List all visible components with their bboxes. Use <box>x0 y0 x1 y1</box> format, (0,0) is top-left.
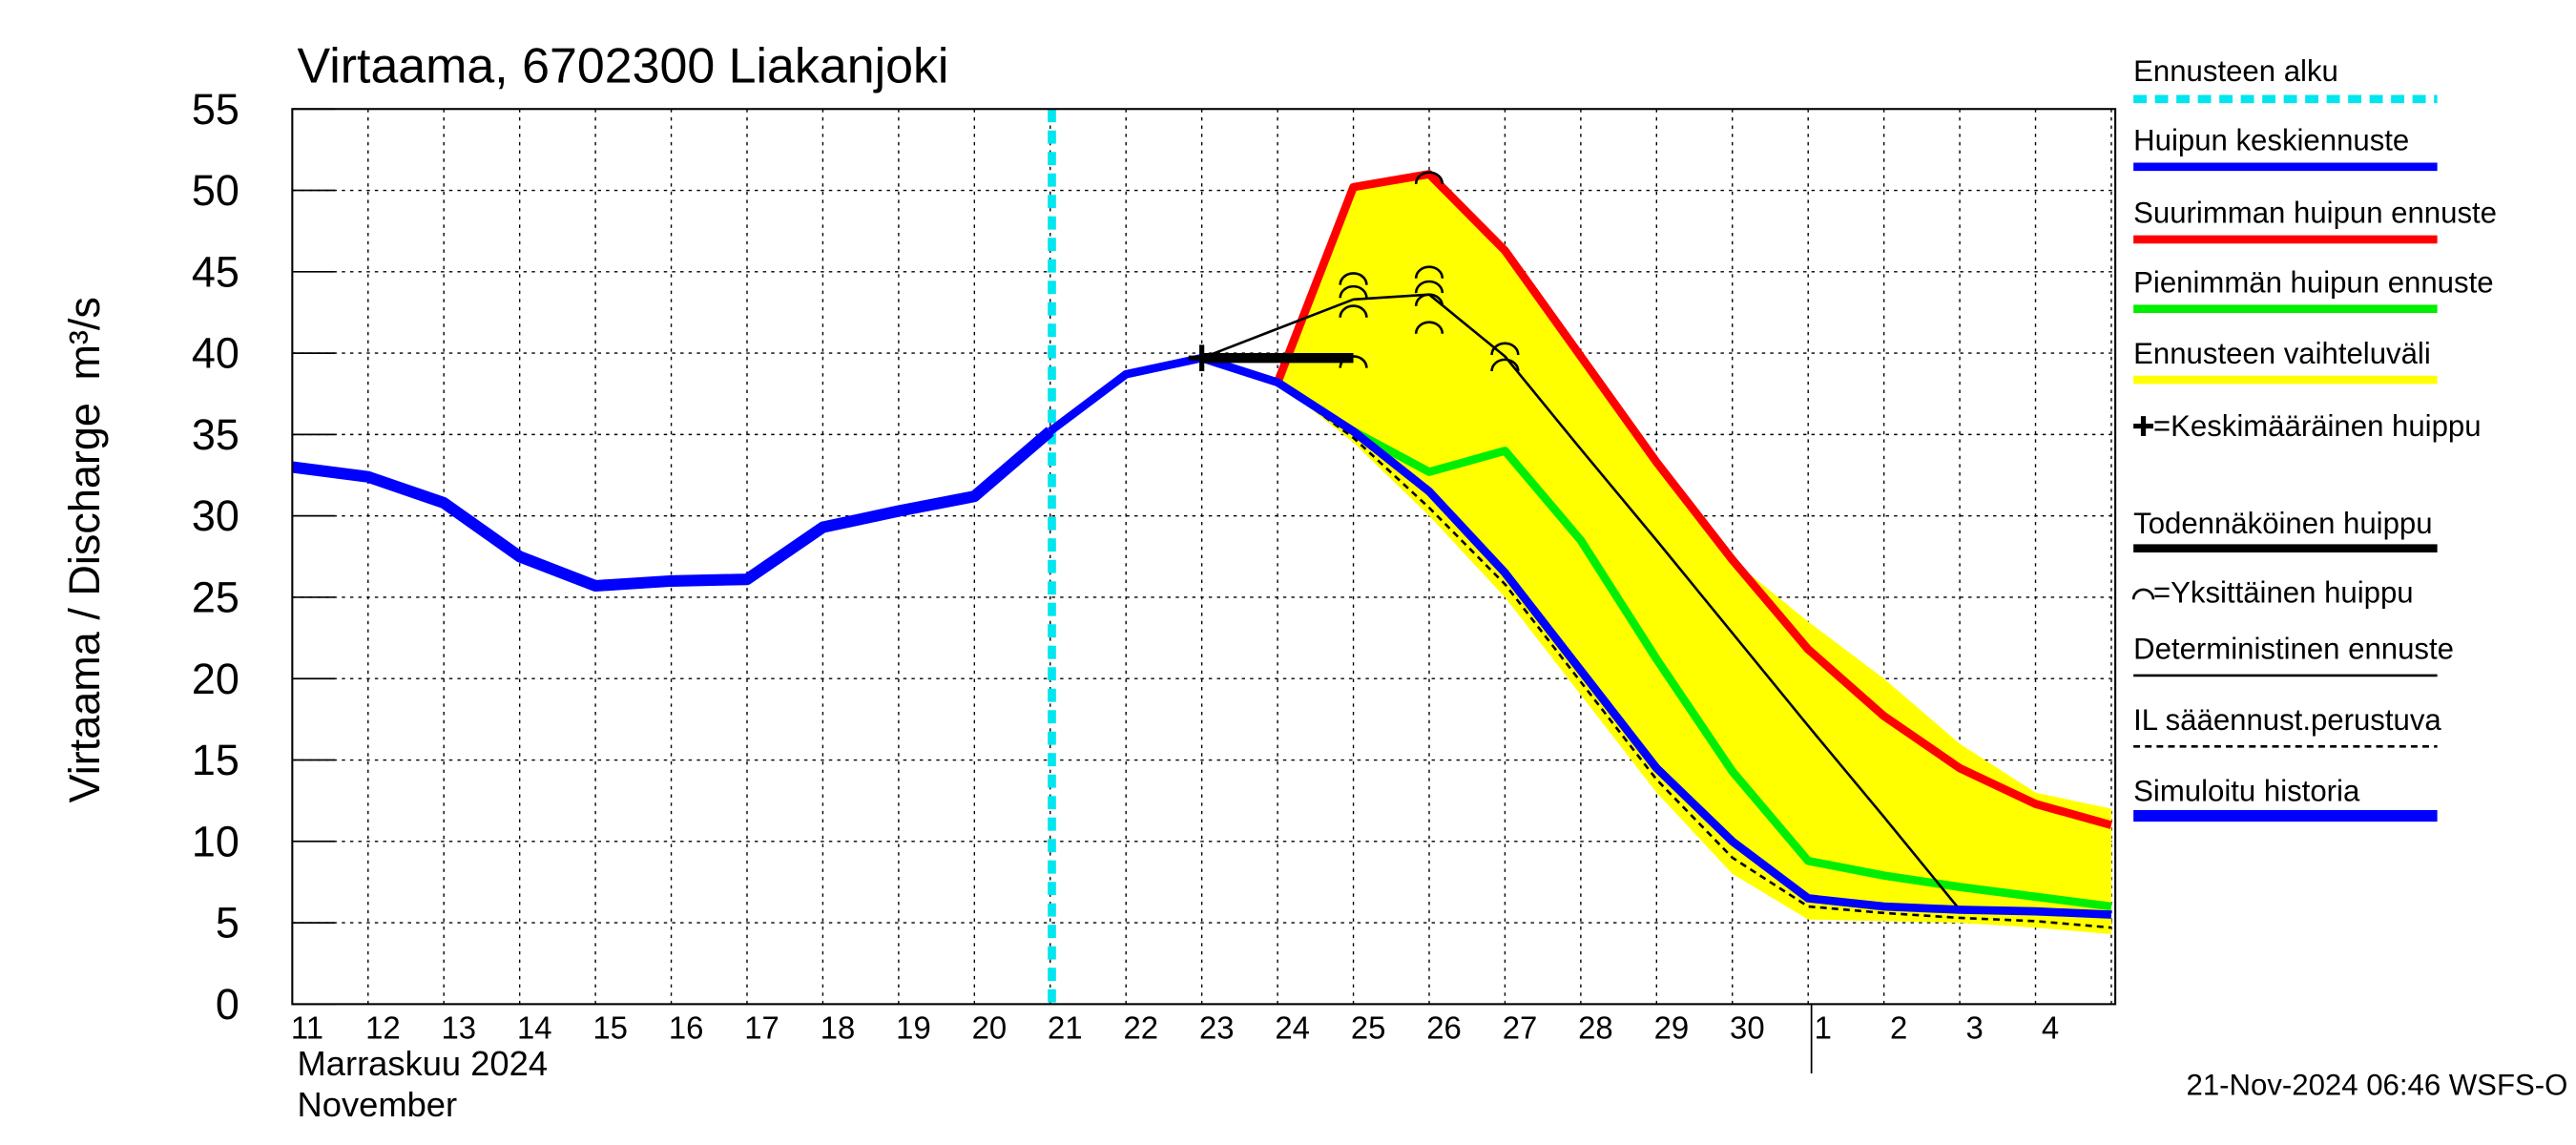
legend-label: Suurimman huipun ennuste <box>2133 197 2497 230</box>
y-tick-label: 45 <box>192 247 239 296</box>
x-tick-label: 12 <box>365 1010 401 1046</box>
individual-peak <box>1339 355 1368 368</box>
individual-peak <box>1339 284 1368 299</box>
legend-label: Todennäköinen huippu <box>2133 507 2432 540</box>
y-tick-label: 40 <box>192 329 239 378</box>
timestamp: 21-Nov-2024 06:46 WSFS-O <box>2187 1069 2568 1102</box>
x-tick-label: 26 <box>1426 1010 1462 1046</box>
x-tick-label: 21 <box>1048 1010 1083 1046</box>
legend-label: Huipun keskiennuste <box>2133 124 2409 157</box>
x-tick-label: 3 <box>1966 1010 1984 1046</box>
x-tick-label: 1 <box>1815 1010 1832 1046</box>
y-tick-label: 10 <box>192 817 239 865</box>
y-axis-unit: m³/s <box>60 297 109 380</box>
x-tick-label: 30 <box>1730 1010 1765 1046</box>
individual-peak <box>1414 265 1444 279</box>
mean-peak <box>1188 344 1215 372</box>
y-tick-label: 35 <box>192 410 239 459</box>
plot-area <box>291 108 2116 1006</box>
series-line <box>1274 170 2113 829</box>
x-tick-label: 15 <box>592 1010 628 1046</box>
legend-label: Ennusteen alku <box>2133 54 2338 88</box>
x-tick-label: 29 <box>1654 1010 1690 1046</box>
series-line <box>1048 353 2112 919</box>
x-tick-label: 23 <box>1199 1010 1235 1046</box>
individual-peak <box>1414 280 1444 294</box>
x-tick-label: 20 <box>972 1010 1008 1046</box>
legend-label: Ennusteen vaihteluväli <box>2133 337 2431 370</box>
x-tick-label: 11 <box>291 1010 323 1046</box>
individual-peak <box>1414 293 1444 306</box>
x-tick-label: 27 <box>1503 1010 1538 1046</box>
individual-peak <box>1414 171 1444 184</box>
x-tick-label: 22 <box>1123 1010 1158 1046</box>
individual-peak <box>1490 358 1520 372</box>
y-tick-label: 55 <box>192 85 239 134</box>
legend-symbol <box>2131 588 2155 600</box>
x-tick-label: 13 <box>442 1010 477 1046</box>
x-tick-label: 28 <box>1578 1010 1613 1046</box>
y-axis-label: Virtaama / Discharge <box>60 403 109 802</box>
series-line <box>1275 379 2112 911</box>
y-tick-label: 25 <box>192 573 239 622</box>
x-tick-label: 17 <box>744 1010 779 1046</box>
individual-peak <box>1339 272 1368 285</box>
legend-label: Deterministinen ennuste <box>2133 633 2454 666</box>
x-tick-label: 19 <box>896 1010 931 1046</box>
legend-symbol <box>2133 416 2153 436</box>
x-tick-label: 25 <box>1351 1010 1386 1046</box>
x-tick-label: 2 <box>1890 1010 1907 1046</box>
x-tick-label: 4 <box>2042 1010 2059 1046</box>
plot-frame <box>291 108 2117 1006</box>
legend: Ennusteen alku Huipun keskiennuste Suurimm… <box>2131 54 2497 822</box>
y-tick-label: 50 <box>192 166 239 215</box>
y-tick-label: 0 <box>216 980 239 1029</box>
x-tick-label: 24 <box>1275 1010 1310 1046</box>
x-tick-label: 16 <box>669 1010 704 1046</box>
forecast-band <box>1278 174 2111 935</box>
chart-title: Virtaama, 6702300 Liakanjoki <box>298 39 949 94</box>
individual-peak <box>1490 342 1520 356</box>
legend-label: Pienimmän huipun ennuste <box>2133 265 2493 299</box>
x-tick-label: 14 <box>517 1010 552 1046</box>
individual-peak <box>1339 304 1368 318</box>
x-axis-month-fi: Marraskuu 2024 <box>298 1044 549 1083</box>
y-tick-label: 15 <box>192 736 239 784</box>
legend-label: =Keskimääräinen huippu <box>2153 409 2482 443</box>
x-axis-month-en: November <box>298 1085 458 1124</box>
y-tick-label: 5 <box>216 899 239 947</box>
legend-label: IL sääennust.perustuva <box>2133 703 2441 737</box>
series-line <box>1277 381 2112 929</box>
legend-label: =Yksittäinen huippu <box>2153 576 2414 610</box>
legend-label: Simuloitu historia <box>2133 774 2360 807</box>
y-tick-label: 20 <box>192 655 239 703</box>
series-line <box>291 427 1054 593</box>
individual-peak <box>1414 321 1444 334</box>
y-tick-label: 30 <box>192 491 239 540</box>
x-tick-label: 18 <box>821 1010 856 1046</box>
